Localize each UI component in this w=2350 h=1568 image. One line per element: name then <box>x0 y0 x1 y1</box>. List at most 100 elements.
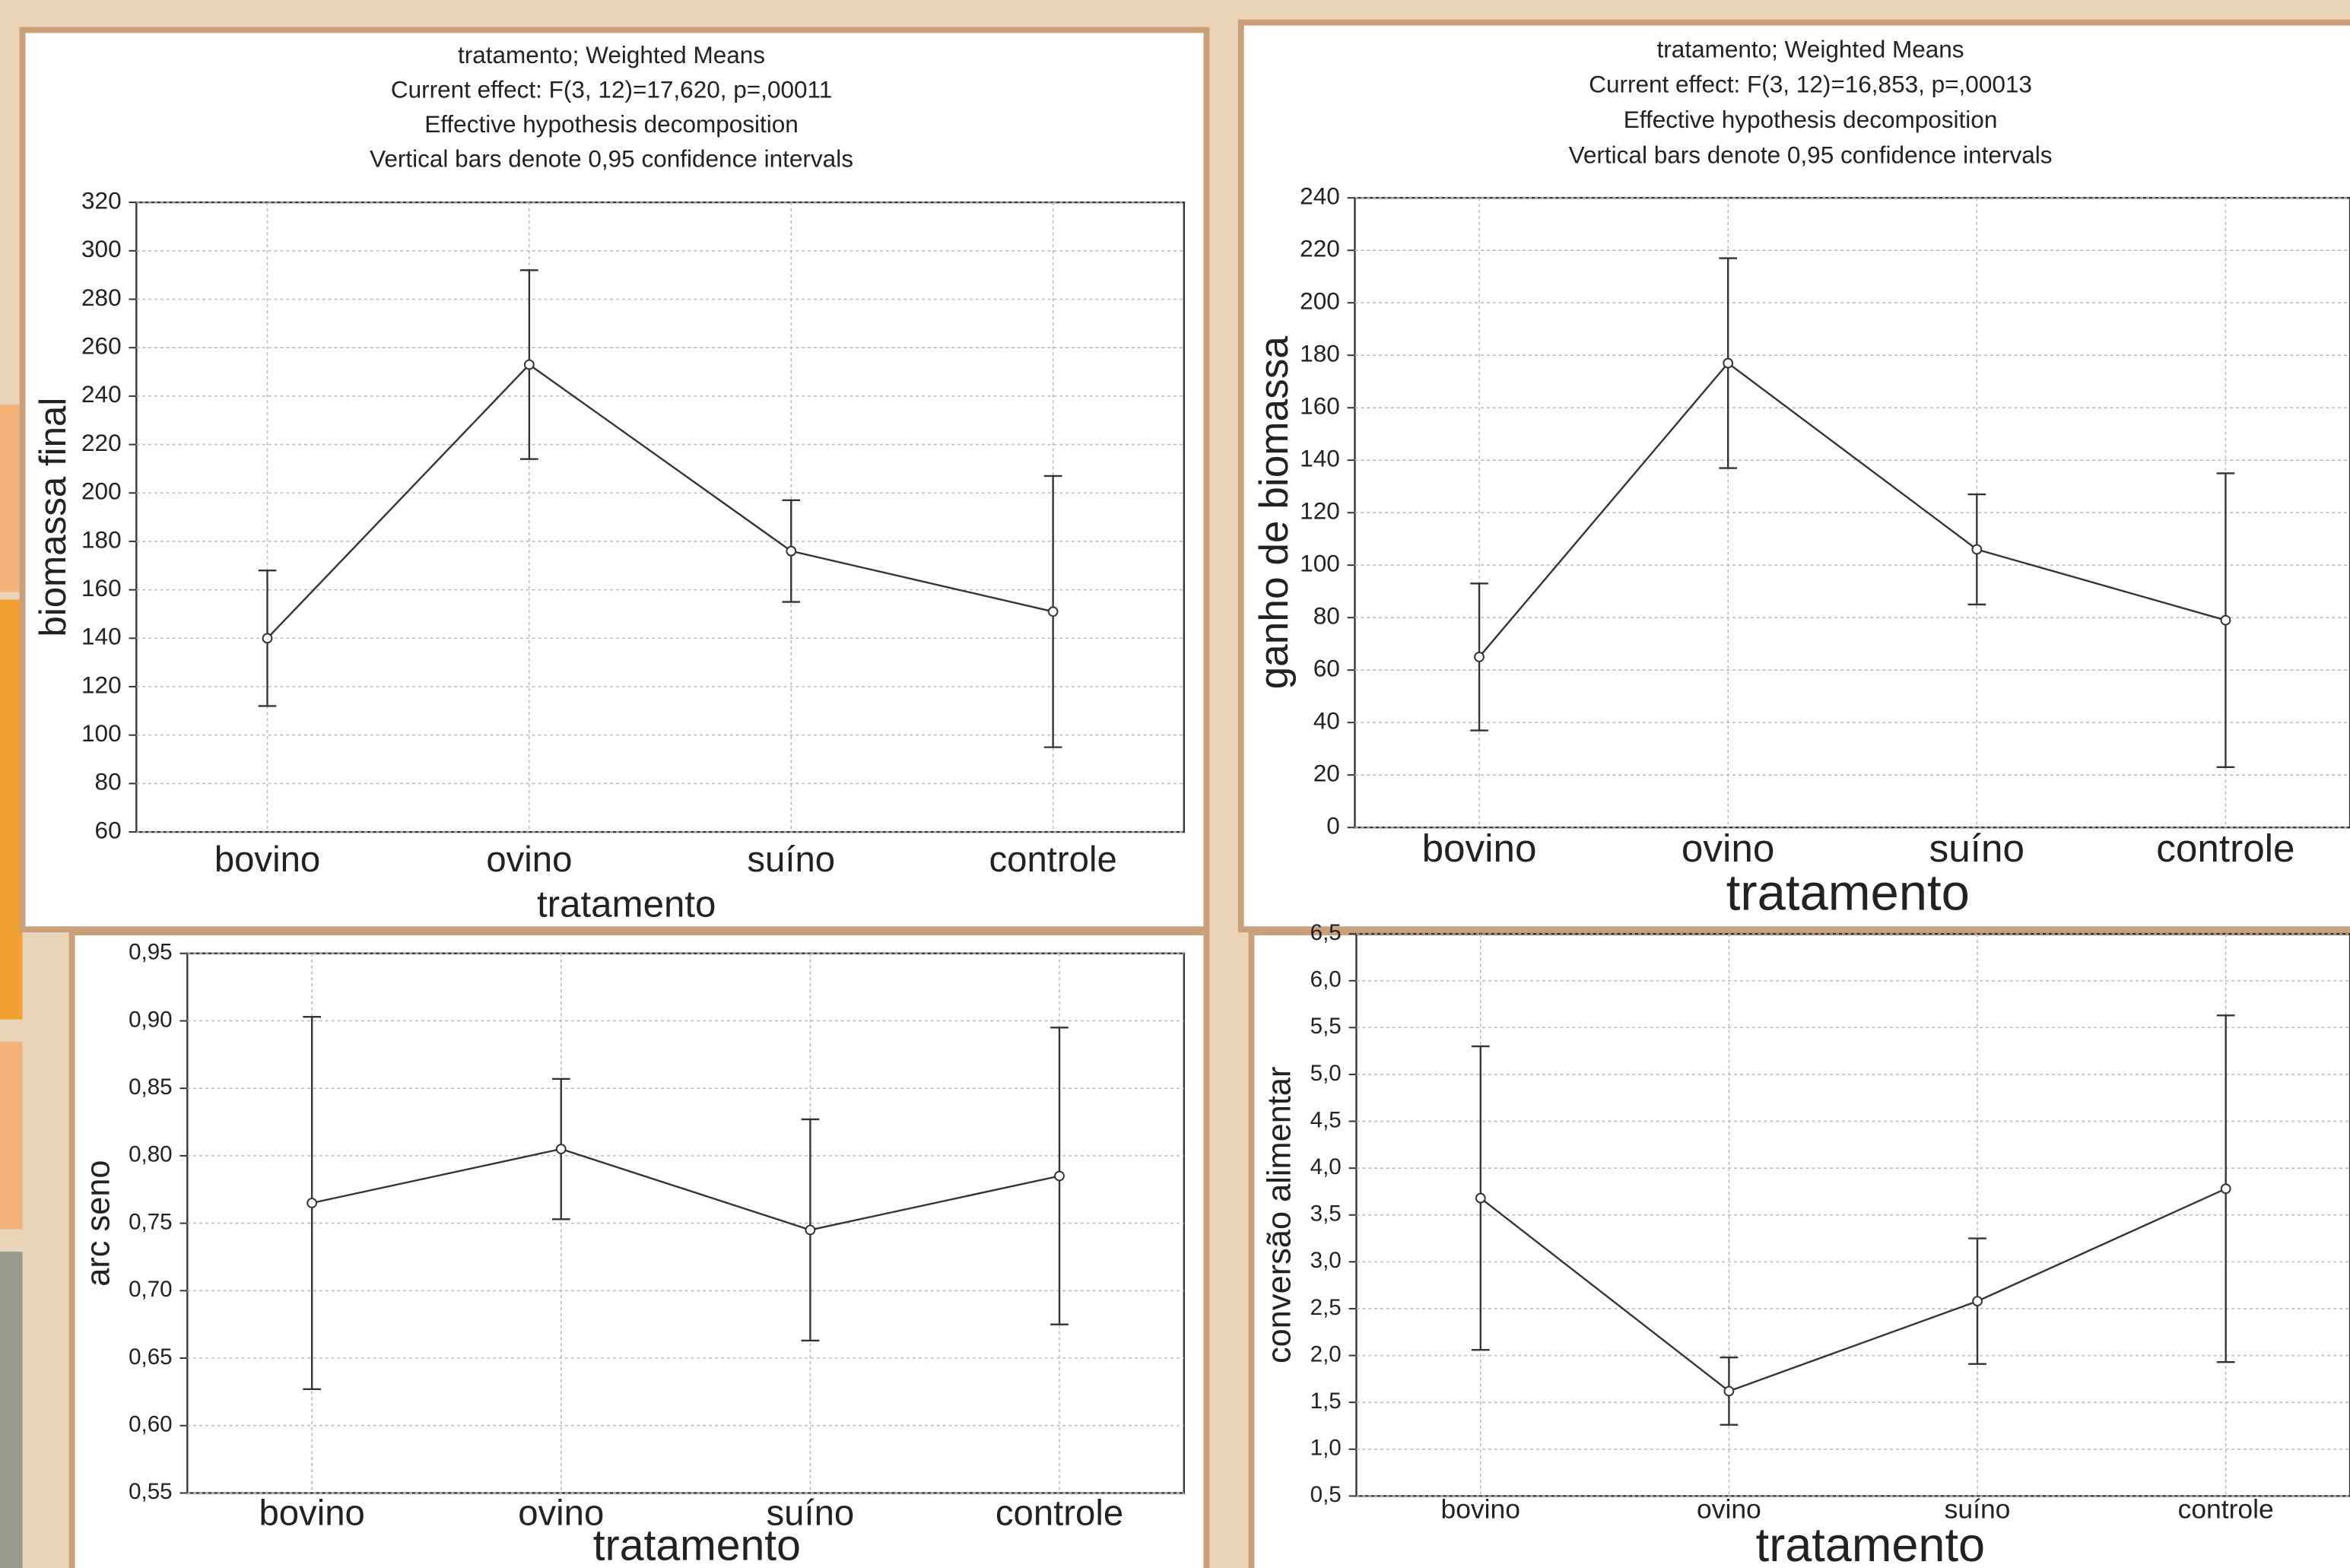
x-tick-label: ovino <box>1682 827 1774 870</box>
y-tick-label: 60 <box>1313 655 1340 682</box>
data-point <box>1723 1385 1735 1397</box>
chart-title: Effective hypothesis decomposition <box>1624 106 1998 133</box>
y-tick-label: 80 <box>95 768 122 795</box>
data-point <box>1723 357 1734 369</box>
y-tick-label: 200 <box>81 478 122 505</box>
data-point <box>306 1198 318 1208</box>
x-axis-label: tratamento <box>593 1521 801 1568</box>
y-tick-label: 2,5 <box>1310 1295 1342 1320</box>
y-tick-label: 200 <box>1300 287 1340 315</box>
data-point <box>1971 544 1983 555</box>
y-tick-label: 3,0 <box>1310 1248 1342 1273</box>
y-tick-label: 220 <box>1300 235 1340 262</box>
y-tick-label: 220 <box>81 429 122 456</box>
data-line <box>311 1147 1060 1231</box>
x-axis-label: tratamento <box>537 884 716 925</box>
data-line <box>1478 361 2226 658</box>
x-tick-label: bovino <box>214 840 320 880</box>
y-axis-label: ganho de biomassa <box>1252 336 1297 690</box>
chart-title: Vertical bars denote 0,95 confidence int… <box>1569 141 2053 168</box>
decor <box>0 1252 23 1568</box>
chart-title: Effective hypothesis decomposition <box>424 110 799 138</box>
y-tick-label: 120 <box>81 671 122 698</box>
chart-title: Current effect: F(3, 12)=17,620, p=,0001… <box>391 76 832 103</box>
y-tick-label: 6,0 <box>1310 967 1342 992</box>
y-tick-label: 100 <box>1300 550 1340 577</box>
y-axis-label: biomassa final <box>32 398 74 637</box>
chart-title: Vertical bars denote 0,95 confidence int… <box>370 144 853 172</box>
y-tick-label: 0,80 <box>129 1142 173 1167</box>
y-tick-label: 160 <box>81 574 122 601</box>
x-tick-label: ovino <box>486 840 572 880</box>
y-tick-label: 120 <box>1300 497 1340 525</box>
y-tick-label: 180 <box>1300 340 1340 367</box>
y-tick-label: 0,90 <box>129 1007 173 1032</box>
x-tick-label: controle <box>996 1493 1123 1533</box>
y-tick-label: 160 <box>1300 392 1340 420</box>
x-tick-label: bovino <box>1422 827 1537 870</box>
y-tick-label: 0,60 <box>129 1412 173 1437</box>
chart-title: tratamento; Weighted Means <box>1657 35 1964 62</box>
decor <box>0 1042 23 1230</box>
y-tick-label: 0 <box>1326 811 1340 839</box>
panel <box>1248 929 2350 1568</box>
x-tick-label: controle <box>2178 1493 2274 1524</box>
x-tick-label: controle <box>989 840 1117 880</box>
y-tick-label: 0,75 <box>129 1209 173 1234</box>
x-axis-label: tratamento <box>1756 1519 1985 1568</box>
x-tick-label: ovino <box>518 1493 604 1533</box>
data-point <box>786 545 797 557</box>
y-tick-label: 0,5 <box>1310 1482 1342 1507</box>
chart-title: tratamento; Weighted Means <box>458 41 765 68</box>
y-tick-label: 5,0 <box>1310 1061 1342 1086</box>
y-tick-label: 4,5 <box>1310 1107 1342 1132</box>
data-point <box>1474 652 1485 662</box>
data-point <box>1054 1170 1065 1182</box>
y-tick-label: 5,5 <box>1310 1014 1342 1039</box>
chart-title: Current effect: F(3, 12)=16,853, p=,0001… <box>1589 71 2032 98</box>
y-tick-label: 100 <box>81 719 122 747</box>
y-tick-label: 40 <box>1313 707 1340 735</box>
y-tick-label: 0,85 <box>129 1074 173 1100</box>
y-tick-label: 140 <box>81 623 122 650</box>
x-tick-label: bovino <box>1441 1493 1521 1524</box>
decor <box>0 405 23 592</box>
y-tick-label: 180 <box>81 525 122 553</box>
x-tick-label: suíno <box>1945 1493 2011 1524</box>
data-point <box>523 359 535 370</box>
data-point <box>1972 1296 1983 1307</box>
y-tick-label: 320 <box>81 186 122 214</box>
decor <box>0 599 23 1020</box>
panel <box>19 27 1210 933</box>
y-tick-label: 140 <box>1300 445 1340 472</box>
y-tick-label: 6,5 <box>1310 920 1342 945</box>
y-tick-label: 0,95 <box>129 940 173 965</box>
data-point <box>2220 1183 2231 1195</box>
data-point <box>555 1144 567 1154</box>
y-axis-label: conversão alimentar <box>1261 1067 1297 1364</box>
y-tick-label: 3,5 <box>1310 1201 1342 1227</box>
panel <box>68 929 1210 1568</box>
y-tick-label: 4,0 <box>1310 1154 1342 1179</box>
data-point <box>1475 1192 1486 1204</box>
x-tick-label: ovino <box>1697 1493 1761 1524</box>
y-tick-label: 260 <box>81 332 122 360</box>
data-point <box>262 633 273 644</box>
x-axis-label: tratamento <box>1726 865 1970 922</box>
y-axis-label: arc seno <box>80 1160 116 1286</box>
y-tick-label: 60 <box>95 816 122 843</box>
x-tick-label: controle <box>2156 827 2294 870</box>
x-tick-label: suíno <box>1929 827 2024 870</box>
y-tick-label: 1,5 <box>1310 1389 1342 1414</box>
data-line <box>1480 1188 2227 1392</box>
data-point <box>1047 606 1059 617</box>
y-tick-label: 80 <box>1313 602 1340 630</box>
data-point <box>2220 614 2231 626</box>
panel <box>1237 19 2350 933</box>
y-tick-label: 0,65 <box>129 1344 173 1370</box>
y-tick-label: 280 <box>81 284 122 311</box>
y-tick-label: 300 <box>81 235 122 262</box>
y-tick-label: 0,70 <box>129 1277 173 1302</box>
